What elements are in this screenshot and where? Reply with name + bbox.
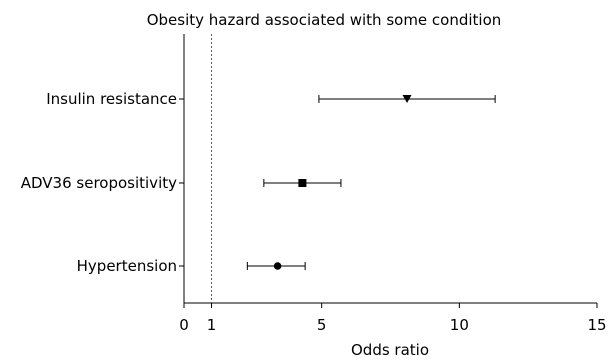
x-tick-label: 10 — [450, 316, 469, 334]
x-tick-label: 1 — [207, 316, 217, 334]
estimate-marker-circle — [273, 262, 282, 270]
chart-title: Obesity hazard associated with some cond… — [147, 11, 502, 29]
estimate-marker-triangle — [402, 95, 412, 103]
row-label: ADV36 seropositivity — [21, 174, 177, 192]
row-label: Insulin resistance — [46, 90, 177, 108]
x-axis-label: Odds ratio — [351, 341, 429, 359]
x-tick-label: 15 — [587, 316, 606, 334]
row-label: Hypertension — [77, 257, 177, 275]
estimate-marker-square — [298, 179, 307, 187]
x-tick-label: 0 — [179, 316, 189, 334]
x-tick-label: 5 — [317, 316, 327, 334]
